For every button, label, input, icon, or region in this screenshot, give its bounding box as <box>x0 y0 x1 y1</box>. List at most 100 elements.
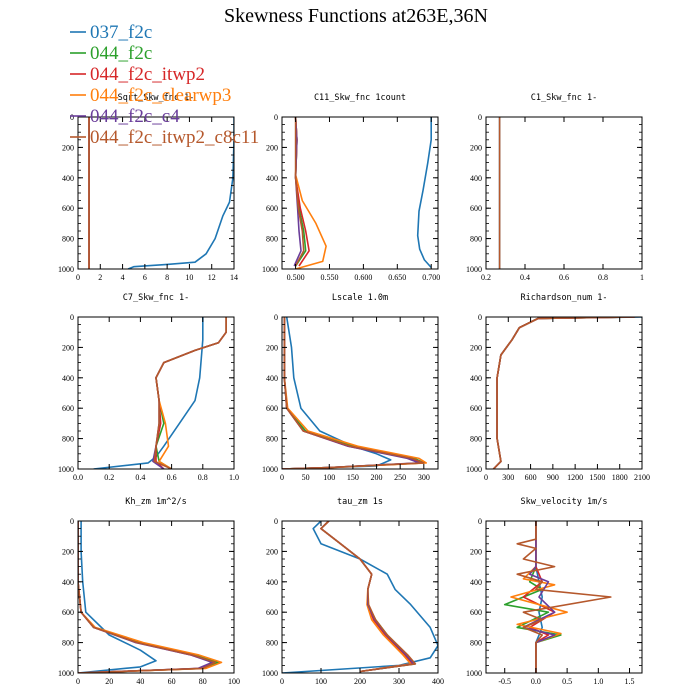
x-tick-label: 0.8 <box>198 473 208 482</box>
panel-title: Sqrt_Skw_fnc 1- <box>118 93 195 103</box>
series-line-3 <box>492 317 635 469</box>
y-tick-label: 600 <box>470 404 482 413</box>
x-tick-label: 60 <box>168 677 176 686</box>
series-group <box>492 317 642 469</box>
panel-title: C7_Skw_fnc 1- <box>123 293 190 303</box>
plot-frame <box>485 316 643 470</box>
y-tick-label: 200 <box>266 143 278 152</box>
y-tick-label: 0 <box>478 313 482 322</box>
x-tick-label: 0.0 <box>73 473 83 482</box>
x-tick-label: 14 <box>230 273 238 282</box>
x-tick-label: 0.4 <box>135 473 145 482</box>
y-tick-label: 400 <box>62 374 74 383</box>
x-tick-label: 0.6 <box>559 273 569 282</box>
x-tick-label: 2100 <box>634 473 650 482</box>
series-line-2 <box>155 317 227 469</box>
x-tick-label: 6 <box>143 273 147 282</box>
x-tick-label: 250 <box>394 473 406 482</box>
series-line-1 <box>282 521 438 673</box>
legend-entry-1: 037_f2c <box>70 22 152 43</box>
legend-entry-5: 044_f2c_c4 <box>70 106 180 127</box>
plot-frame <box>485 520 643 674</box>
series-line-3 <box>78 521 215 673</box>
x-tick-label: 50 <box>302 473 310 482</box>
x-tick-label: 1.5 <box>625 677 635 686</box>
series-line-1 <box>93 317 204 469</box>
x-tick-label: 0 <box>76 273 80 282</box>
x-tick-label: 1800 <box>612 473 628 482</box>
x-tick-label: 2 <box>98 273 102 282</box>
y-tick-label: 0 <box>274 113 278 122</box>
panel-9: Skw_velocity 1m/s 0 200 400 600 800 1000 -0.5 0.… <box>466 497 643 686</box>
y-tick-label: 600 <box>266 608 278 617</box>
x-tick-label: 0.600 <box>354 273 372 282</box>
series-group <box>88 117 234 269</box>
series-group <box>93 317 227 469</box>
x-tick-label: 0.500 <box>287 273 305 282</box>
x-tick-label: 0 <box>76 677 80 686</box>
y-tick-label: 200 <box>62 143 74 152</box>
series-line-4 <box>155 317 227 469</box>
y-tick-label: 400 <box>266 374 278 383</box>
y-tick-label: 1000 <box>262 465 278 474</box>
y-tick-label: 800 <box>470 235 482 244</box>
x-tick-label: 0.700 <box>422 273 440 282</box>
series-line-2 <box>78 521 220 673</box>
x-tick-label: 0 <box>484 473 488 482</box>
x-tick-label: 4 <box>121 273 125 282</box>
x-tick-label: 0.2 <box>481 273 491 282</box>
series-line-6 <box>492 317 635 469</box>
series-line-4 <box>320 521 412 673</box>
y-tick-label: 200 <box>62 343 74 352</box>
x-tick-label: 150 <box>347 473 359 482</box>
y-tick-label: 0 <box>478 113 482 122</box>
series-group <box>78 521 223 673</box>
y-tick-label: 200 <box>470 143 482 152</box>
series-line-1 <box>282 317 392 469</box>
x-tick-label: 100 <box>323 473 335 482</box>
series-line-6 <box>516 521 612 673</box>
series-line-1 <box>127 117 234 269</box>
legend-entry-3: 044_f2c_itwp2 <box>70 64 205 85</box>
x-tick-label: 0.0 <box>531 677 541 686</box>
panel-title: Skw_velocity 1m/s <box>521 497 608 507</box>
x-tick-label: 0.650 <box>388 273 406 282</box>
y-tick-label: 600 <box>62 404 74 413</box>
y-tick-label: 200 <box>470 343 482 352</box>
figure-title: Skewness Functions at263E,36N <box>224 5 488 27</box>
series-line-6 <box>320 521 417 673</box>
x-tick-label: 1.0 <box>229 473 239 482</box>
x-tick-label: 0.6 <box>167 473 177 482</box>
y-tick-label: 800 <box>62 435 74 444</box>
x-tick-label: 300 <box>418 473 430 482</box>
series-group <box>293 117 432 269</box>
panel-title: Kh_zm 1m^2/s <box>125 497 186 507</box>
x-tick-label: 300 <box>502 473 514 482</box>
y-tick-label: 1000 <box>466 669 482 678</box>
y-tick-label: 400 <box>470 374 482 383</box>
panel-title: Lscale 1.0m <box>332 293 388 303</box>
x-tick-label: 0 <box>280 473 284 482</box>
y-tick-label: 400 <box>470 578 482 587</box>
y-tick-label: 1000 <box>262 669 278 678</box>
y-tick-label: 600 <box>266 404 278 413</box>
x-tick-label: 400 <box>432 677 444 686</box>
legend-entry-2: 044_f2c <box>70 43 152 64</box>
y-tick-label: 0 <box>274 517 278 526</box>
y-tick-label: 400 <box>62 174 74 183</box>
y-tick-label: 0 <box>70 517 74 526</box>
series-group <box>282 521 438 673</box>
x-tick-label: 1200 <box>567 473 583 482</box>
x-tick-label: 1.0 <box>593 677 603 686</box>
x-tick-label: 0.550 <box>320 273 338 282</box>
y-tick-label: 400 <box>470 174 482 183</box>
x-tick-label: 8 <box>165 273 169 282</box>
series-line-5 <box>492 317 635 469</box>
y-tick-label: 800 <box>470 435 482 444</box>
plot-frame <box>485 116 643 270</box>
y-tick-label: 200 <box>62 547 74 556</box>
series-line-6 <box>153 317 227 469</box>
